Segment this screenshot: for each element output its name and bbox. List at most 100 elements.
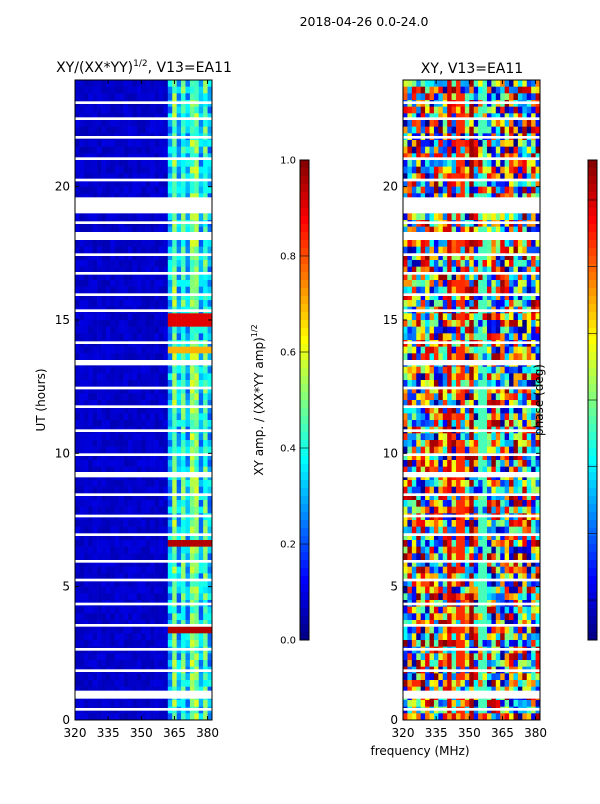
heatmap-cell bbox=[491, 140, 496, 147]
heatmap-cell bbox=[106, 440, 111, 447]
heatmap-cell bbox=[150, 440, 155, 447]
heatmap-cell bbox=[505, 80, 510, 87]
heatmap-cell bbox=[79, 660, 84, 667]
heatmap-cell bbox=[181, 80, 186, 87]
heatmap-cell bbox=[509, 167, 514, 174]
heatmap-cell bbox=[505, 247, 510, 254]
heatmap-cell bbox=[102, 567, 107, 574]
heatmap-cell bbox=[403, 80, 408, 87]
heatmap-cell bbox=[119, 247, 124, 254]
heatmap-cell bbox=[412, 440, 417, 447]
heatmap-cell bbox=[163, 107, 168, 114]
heatmap-cell bbox=[163, 553, 168, 560]
heatmap-cell bbox=[115, 347, 120, 354]
heatmap-cell bbox=[137, 300, 142, 307]
heatmap-cell bbox=[119, 120, 124, 127]
heatmap-cell bbox=[522, 160, 527, 167]
heatmap-cell bbox=[443, 300, 448, 307]
heatmap-cell bbox=[163, 93, 168, 100]
heatmap-cell bbox=[531, 260, 536, 267]
colorbar-tick-label: 1.0 bbox=[280, 156, 296, 167]
heatmap-cell bbox=[522, 440, 527, 447]
heatmap-cell bbox=[177, 187, 182, 194]
heatmap-cell bbox=[177, 680, 182, 687]
heatmap-cell bbox=[430, 213, 435, 220]
heatmap-cell bbox=[150, 160, 155, 167]
heatmap-cell bbox=[474, 327, 479, 334]
heatmap-cell bbox=[106, 393, 111, 400]
heatmap-cell bbox=[491, 213, 496, 220]
heatmap-cell bbox=[128, 393, 133, 400]
heatmap-cell bbox=[452, 140, 457, 147]
heatmap-cell bbox=[172, 480, 177, 487]
heatmap-cell bbox=[155, 160, 160, 167]
heatmap-cell bbox=[75, 700, 80, 707]
heatmap-cell bbox=[190, 433, 195, 440]
heatmap-cell bbox=[185, 300, 190, 307]
heatmap-cell bbox=[172, 680, 177, 687]
heatmap-cell bbox=[128, 653, 133, 660]
heatmap-cell bbox=[128, 287, 133, 294]
heatmap-cell bbox=[194, 300, 199, 307]
heatmap-cell bbox=[115, 187, 120, 194]
heatmap-cell bbox=[110, 373, 115, 380]
heatmap-cell bbox=[185, 460, 190, 467]
heatmap-cell bbox=[513, 380, 518, 387]
heatmap-cell bbox=[102, 433, 107, 440]
heatmap-cell bbox=[505, 93, 510, 100]
heatmap-cell bbox=[509, 140, 514, 147]
heatmap-cell bbox=[194, 627, 199, 634]
colorbar-step bbox=[300, 192, 309, 200]
heatmap-cell bbox=[194, 287, 199, 294]
heatmap-cell bbox=[177, 593, 182, 600]
heatmap-cell bbox=[456, 120, 461, 127]
heatmap-cell bbox=[155, 320, 160, 327]
heatmap-cell bbox=[97, 613, 102, 620]
heatmap-cell bbox=[97, 607, 102, 614]
heatmap-cell bbox=[159, 213, 164, 220]
heatmap-cell bbox=[190, 587, 195, 594]
heatmap-cell bbox=[115, 553, 120, 560]
heatmap-cell bbox=[474, 333, 479, 340]
heatmap-cell bbox=[199, 433, 204, 440]
heatmap-cell bbox=[159, 160, 164, 167]
data-gap bbox=[75, 648, 212, 651]
heatmap-cell bbox=[500, 127, 505, 134]
heatmap-cell bbox=[194, 593, 199, 600]
heatmap-cell bbox=[190, 460, 195, 467]
heatmap-cell bbox=[79, 367, 84, 374]
heatmap-cell bbox=[469, 160, 474, 167]
heatmap-cell bbox=[119, 327, 124, 334]
heatmap-cell bbox=[93, 680, 98, 687]
heatmap-cell bbox=[97, 713, 102, 720]
heatmap-cell bbox=[168, 140, 173, 147]
heatmap-cell bbox=[110, 700, 115, 707]
heatmap-cell bbox=[500, 313, 505, 320]
heatmap-cell bbox=[416, 460, 421, 467]
heatmap-cell bbox=[110, 380, 115, 387]
heatmap-cell bbox=[513, 440, 518, 447]
heatmap-cell bbox=[79, 547, 84, 554]
heatmap-cell bbox=[185, 107, 190, 114]
heatmap-cell bbox=[137, 367, 142, 374]
heatmap-cell bbox=[155, 500, 160, 507]
heatmap-cell bbox=[115, 120, 120, 127]
heatmap-cell bbox=[527, 147, 532, 154]
heatmap-cell bbox=[185, 593, 190, 600]
heatmap-cell bbox=[132, 433, 137, 440]
heatmap-cell bbox=[190, 500, 195, 507]
heatmap-cell bbox=[132, 413, 137, 420]
heatmap-cell bbox=[518, 433, 523, 440]
colorbar-step bbox=[300, 224, 309, 232]
heatmap-cell bbox=[443, 413, 448, 420]
heatmap-cell bbox=[150, 87, 155, 94]
heatmap-cell bbox=[146, 700, 151, 707]
heatmap-cell bbox=[465, 140, 470, 147]
heatmap-cell bbox=[177, 240, 182, 247]
heatmap-cell bbox=[128, 613, 133, 620]
heatmap-cell bbox=[194, 120, 199, 127]
heatmap-cell bbox=[513, 413, 518, 420]
heatmap-cell bbox=[93, 440, 98, 447]
heatmap-cell bbox=[421, 167, 426, 174]
heatmap-cell bbox=[194, 507, 199, 514]
